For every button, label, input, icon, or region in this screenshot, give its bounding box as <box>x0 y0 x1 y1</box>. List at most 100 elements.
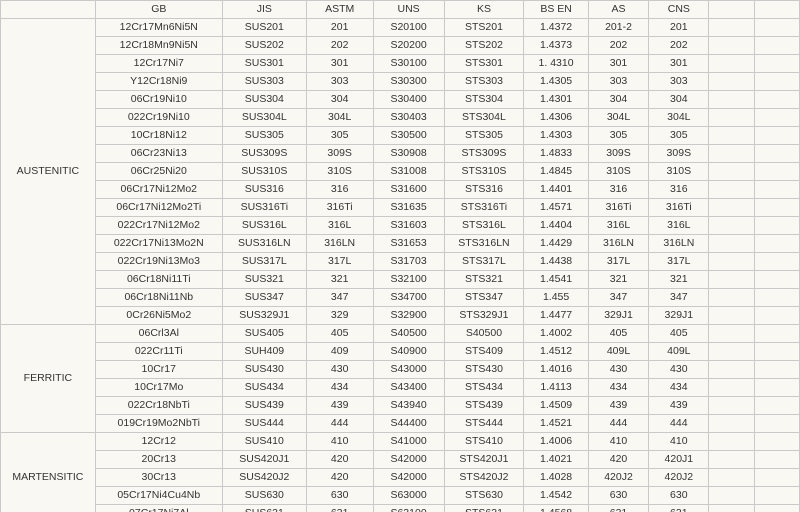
empty-cell <box>709 73 754 91</box>
data-cell: 022Cr19Ni13Mo3 <box>95 253 222 271</box>
data-cell: S31653 <box>373 235 444 253</box>
data-cell: 1.4404 <box>524 217 589 235</box>
empty-cell <box>709 253 754 271</box>
data-cell: 1.4028 <box>524 469 589 487</box>
data-cell: 420 <box>588 451 648 469</box>
data-cell: S32900 <box>373 307 444 325</box>
col-cns: CNS <box>649 1 709 19</box>
data-cell: 317L <box>649 253 709 271</box>
col-jis: JIS <box>222 1 306 19</box>
data-cell: 310S <box>306 163 373 181</box>
empty-cell <box>709 127 754 145</box>
empty-cell <box>709 307 754 325</box>
data-cell: SUS301 <box>222 55 306 73</box>
empty-cell <box>754 37 799 55</box>
col-empty <box>709 1 754 19</box>
data-cell: S40500 <box>444 325 524 343</box>
data-cell: 1.4372 <box>524 19 589 37</box>
data-cell: 420J2 <box>588 469 648 487</box>
data-cell: 1.4833 <box>524 145 589 163</box>
data-cell: 316LN <box>306 235 373 253</box>
data-cell: 316Ti <box>649 199 709 217</box>
data-cell: S20100 <box>373 19 444 37</box>
data-cell: SUS321 <box>222 271 306 289</box>
data-cell: STS410 <box>444 433 524 451</box>
data-cell: 06Crl3Al <box>95 325 222 343</box>
data-cell: 1.4021 <box>524 451 589 469</box>
data-cell: 022Cr17Ni12Mo2 <box>95 217 222 235</box>
table-row: 12Cr17Ni7SUS301301S30100STS3011. 4310301… <box>1 55 800 73</box>
data-cell: 10Cr17Mo <box>95 379 222 397</box>
data-cell: 202 <box>588 37 648 55</box>
data-cell: 309S <box>306 145 373 163</box>
data-cell: 630 <box>649 487 709 505</box>
data-cell: 430 <box>588 361 648 379</box>
data-cell: 1.4303 <box>524 127 589 145</box>
data-cell: 1.4512 <box>524 343 589 361</box>
data-cell: 304 <box>306 91 373 109</box>
data-cell: STS304 <box>444 91 524 109</box>
data-cell: 430 <box>306 361 373 379</box>
data-cell: 410 <box>649 433 709 451</box>
empty-cell <box>754 127 799 145</box>
data-cell: 439 <box>649 397 709 415</box>
data-cell: 1.4429 <box>524 235 589 253</box>
data-cell: 409L <box>649 343 709 361</box>
table-row: 20Cr13SUS420J1420S42000STS420J11.4021420… <box>1 451 800 469</box>
data-cell: 420J1 <box>649 451 709 469</box>
data-cell: 1.4845 <box>524 163 589 181</box>
table-body: AUSTENITIC12Cr17Mn6Ni5NSUS201201S20100ST… <box>1 19 800 512</box>
empty-cell <box>754 271 799 289</box>
data-cell: S44400 <box>373 415 444 433</box>
data-cell: 201 <box>649 19 709 37</box>
data-cell: SUS444 <box>222 415 306 433</box>
data-cell: SUS439 <box>222 397 306 415</box>
data-cell: 434 <box>649 379 709 397</box>
data-cell: 316L <box>588 217 648 235</box>
data-cell: SUS317L <box>222 253 306 271</box>
data-cell: SUS303 <box>222 73 306 91</box>
data-cell: S31600 <box>373 181 444 199</box>
empty-cell <box>754 253 799 271</box>
data-cell: STS305 <box>444 127 524 145</box>
data-cell: SUS434 <box>222 379 306 397</box>
col-empty <box>754 1 799 19</box>
data-cell: 06Cr18Ni11Nb <box>95 289 222 307</box>
data-cell: SUS310S <box>222 163 306 181</box>
data-cell: S43940 <box>373 397 444 415</box>
data-cell: STS430 <box>444 361 524 379</box>
empty-cell <box>754 163 799 181</box>
empty-cell <box>709 217 754 235</box>
data-cell: S30908 <box>373 145 444 163</box>
data-cell: S63000 <box>373 487 444 505</box>
data-cell: 12Cr17Mn6Ni5N <box>95 19 222 37</box>
empty-cell <box>754 55 799 73</box>
empty-cell <box>709 55 754 73</box>
table-row: 022Cr17Ni12Mo2SUS316L316LS31603STS316L1.… <box>1 217 800 235</box>
data-cell: SUS304 <box>222 91 306 109</box>
table-row: 022Cr19Ni13Mo3SUS317L317LS31703STS317L1.… <box>1 253 800 271</box>
empty-cell <box>709 271 754 289</box>
data-cell: S34700 <box>373 289 444 307</box>
data-cell: 202 <box>649 37 709 55</box>
data-cell: 309S <box>649 145 709 163</box>
data-cell: 405 <box>649 325 709 343</box>
data-cell: 301 <box>306 55 373 73</box>
data-cell: 06Cr23Ni13 <box>95 145 222 163</box>
data-cell: 316Ti <box>588 199 648 217</box>
data-cell: S63100 <box>373 505 444 512</box>
empty-cell <box>754 325 799 343</box>
data-cell: 409 <box>306 343 373 361</box>
data-cell: 1.4477 <box>524 307 589 325</box>
category-cell: FERRITIC <box>1 325 96 433</box>
data-cell: 310S <box>649 163 709 181</box>
data-cell: 1.4541 <box>524 271 589 289</box>
data-cell: STS631 <box>444 505 524 512</box>
data-cell: 303 <box>588 73 648 91</box>
data-cell: 10Cr17 <box>95 361 222 379</box>
table-row: 022Cr11TiSUH409409S40900STS4091.4512409L… <box>1 343 800 361</box>
data-cell: 405 <box>306 325 373 343</box>
data-cell: 310S <box>588 163 648 181</box>
empty-cell <box>754 217 799 235</box>
data-cell: S31703 <box>373 253 444 271</box>
